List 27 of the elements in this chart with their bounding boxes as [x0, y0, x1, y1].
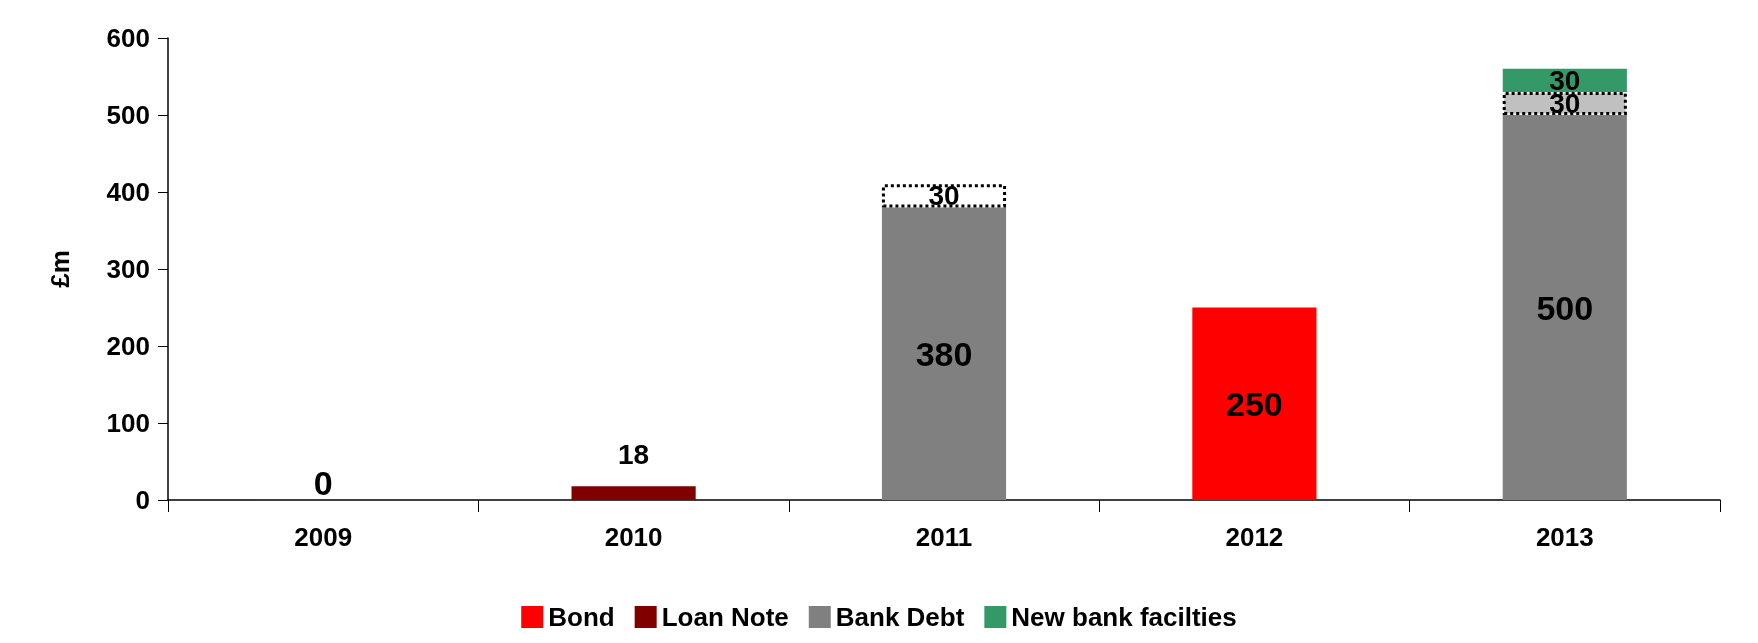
legend-label: New bank facilties	[1011, 602, 1237, 632]
data-label: 380	[915, 334, 973, 373]
data-label: 0	[313, 464, 333, 502]
bar	[881, 207, 1007, 500]
bar	[571, 486, 696, 500]
data-label: 30	[928, 180, 960, 212]
legend-label: Bond	[548, 602, 615, 632]
y-tick-label: 0	[135, 485, 150, 515]
data-label: 250	[1226, 384, 1283, 423]
y-axis-title: £m	[45, 250, 75, 288]
x-tick-label: 2009	[294, 522, 353, 552]
y-tick-label: 400	[106, 177, 150, 207]
x-tick-label: 2011	[915, 522, 973, 552]
x-tick-label: 2012	[1225, 522, 1284, 552]
x-tick-label: 2013	[1535, 522, 1594, 552]
bar	[1502, 115, 1627, 500]
data-label: 500	[1536, 288, 1594, 327]
y-tick-label: 200	[106, 331, 150, 361]
data-label: 18	[618, 438, 650, 470]
y-tick-label: 600	[106, 23, 150, 53]
bar	[1192, 307, 1317, 500]
x-tick-label: 2010	[604, 522, 663, 552]
y-tick-label: 100	[106, 408, 150, 438]
y-tick-label: 500	[106, 100, 150, 130]
legend-label: Bank Debt	[835, 602, 965, 632]
y-tick-label: 300	[106, 254, 150, 284]
legend-label: Loan Note	[661, 602, 789, 632]
